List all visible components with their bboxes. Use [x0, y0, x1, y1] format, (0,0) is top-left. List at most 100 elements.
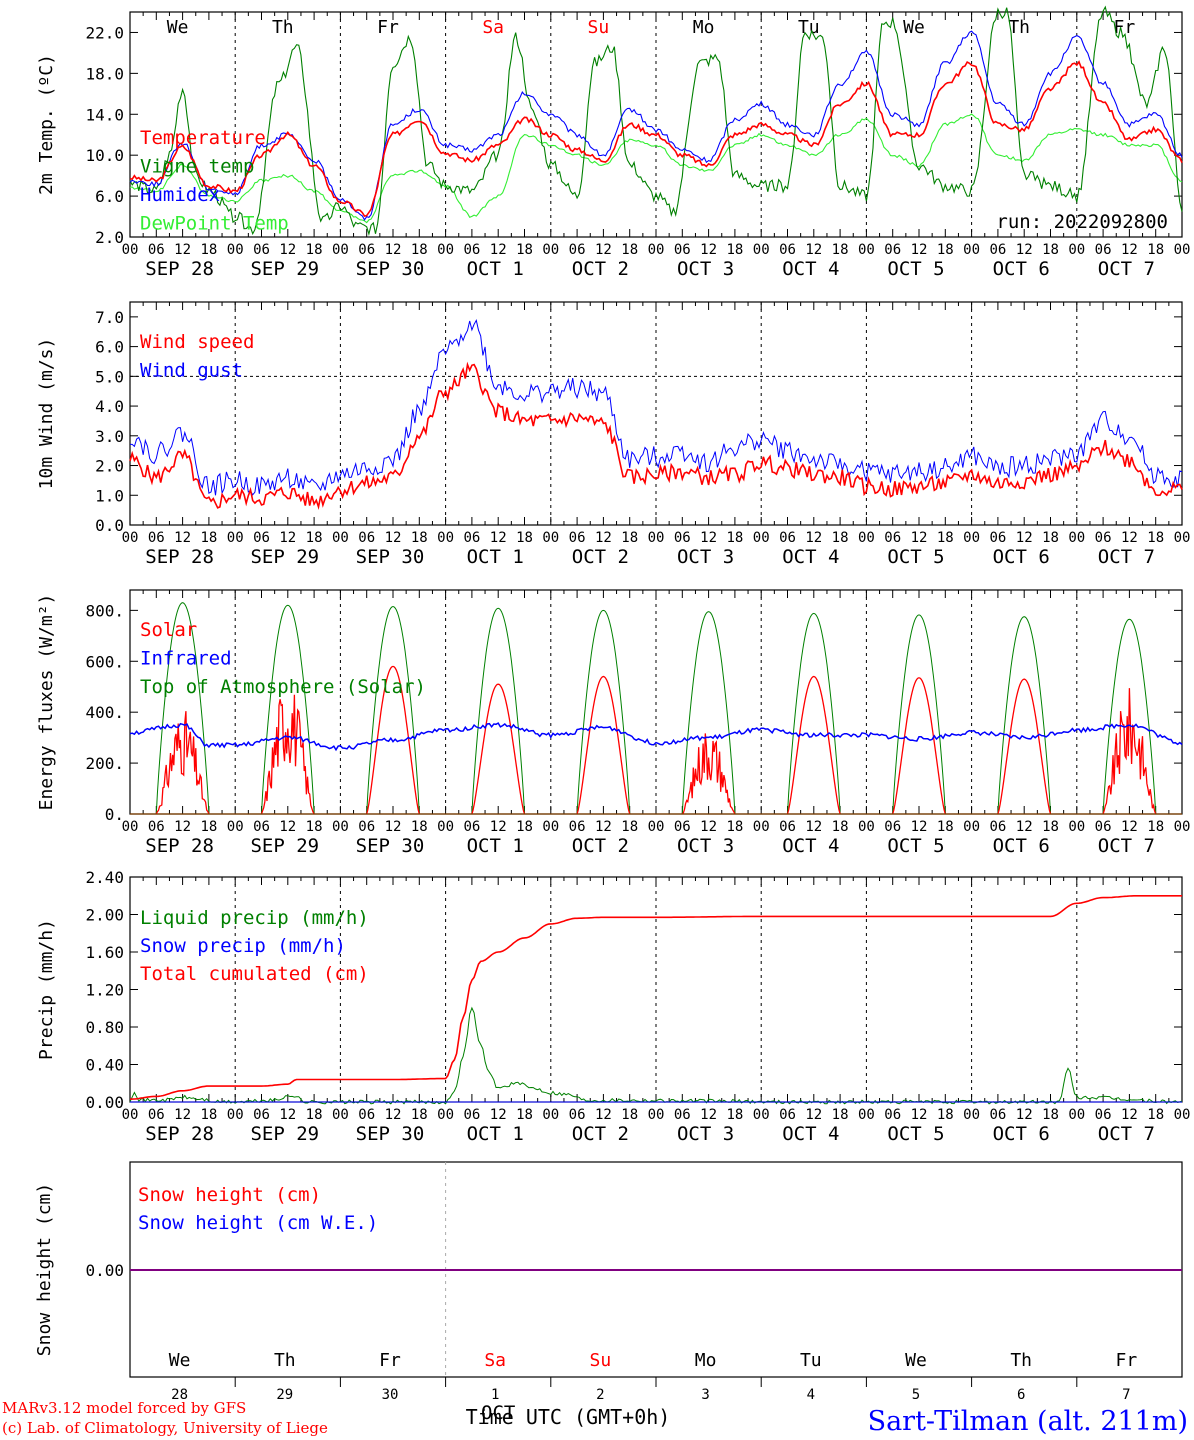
- hour-tick-label: 18: [1147, 242, 1164, 258]
- hour-tick-label: 12: [911, 530, 928, 546]
- hour-tick-label: 06: [569, 530, 586, 546]
- hour-tick-label: 06: [358, 530, 375, 546]
- hour-tick-label: 06: [358, 242, 375, 258]
- hour-tick-label: 12: [385, 819, 402, 835]
- hour-tick-label: 00: [542, 819, 559, 835]
- hour-tick-label: 00: [332, 1107, 349, 1123]
- panel-2: 00 06 12 18 00 06 12 18 00 06 12 18 00 06 12 18 00 06 12 18…: [36, 301, 1190, 568]
- hour-tick-label: 06: [884, 819, 901, 835]
- y-tick-label: 6.0: [95, 338, 124, 357]
- hour-tick-label: 00: [858, 530, 875, 546]
- hour-tick-label: 18: [937, 242, 954, 258]
- series-line: [129, 60, 1183, 218]
- day-number-label: 4: [807, 1387, 815, 1403]
- hour-tick-label: 18: [411, 530, 428, 546]
- date-label: OCT 3: [677, 546, 734, 568]
- hour-tick-label: 12: [1121, 242, 1138, 258]
- hour-tick-label: 18: [937, 1107, 954, 1123]
- hour-tick-label: 12: [911, 242, 928, 258]
- hour-tick-label: 12: [805, 1107, 822, 1123]
- hour-tick-label: 18: [937, 530, 954, 546]
- weekday-label: Fr: [377, 17, 399, 38]
- toa-day-curve: [787, 612, 841, 815]
- hour-tick-label: 18: [726, 530, 743, 546]
- hour-tick-label: 18: [516, 1107, 533, 1123]
- hour-tick-label: 18: [200, 819, 217, 835]
- hour-tick-label: 18: [726, 1107, 743, 1123]
- y-tick-label: 2.00: [85, 906, 124, 925]
- weekday-label: We: [169, 1350, 191, 1371]
- weekday-label: Th: [1010, 1350, 1032, 1371]
- series-total-cumulated: [129, 895, 1182, 1100]
- hour-tick-label: 06: [253, 819, 270, 835]
- hour-tick-label: 12: [595, 1107, 612, 1123]
- hour-tick-label: 00: [437, 530, 454, 546]
- date-label: OCT 5: [887, 546, 944, 568]
- hour-tick-label: 18: [306, 530, 323, 546]
- y-axis-label: 10m Wind (m/s): [36, 338, 57, 490]
- hour-tick-label: 06: [779, 1107, 796, 1123]
- hour-tick-label: 00: [437, 242, 454, 258]
- y-tick-label: 0.80: [85, 1018, 124, 1037]
- y-tick-label: 600.: [85, 652, 124, 671]
- y-axis-label: 2m Temp. (ºC): [36, 54, 57, 195]
- date-label: OCT 6: [993, 1123, 1050, 1145]
- legend-entry: Wind gust: [140, 360, 243, 382]
- day-number-label: 30: [382, 1387, 399, 1403]
- day-number-label: 2: [596, 1387, 604, 1403]
- hour-tick-label: 18: [1042, 1107, 1059, 1123]
- hour-tick-label: 00: [1174, 1107, 1191, 1123]
- credit-line-2: (c) Lab. of Climatology, University of L…: [2, 1419, 328, 1437]
- y-tick-label: 5.0: [95, 367, 124, 386]
- hour-tick-label: 18: [516, 242, 533, 258]
- toa-day-curve: [892, 614, 946, 815]
- hour-tick-label: 06: [989, 242, 1006, 258]
- weekday-label: We: [905, 1350, 927, 1371]
- panel-5: 0.00 Snow height (cm) Snow height (cm) Snow…: [34, 1161, 1183, 1424]
- hour-tick-label: 18: [726, 819, 743, 835]
- hour-tick-label: 00: [963, 242, 980, 258]
- hour-tick-label: 00: [542, 530, 559, 546]
- hour-tick-label: 12: [595, 530, 612, 546]
- weekday-label: Tu: [798, 17, 820, 38]
- legend-entry: DewPoint Temp: [140, 213, 289, 235]
- hour-tick-label: 12: [490, 530, 507, 546]
- hour-tick-label: 00: [648, 530, 665, 546]
- date-label: OCT 4: [782, 258, 839, 280]
- hour-tick-label: 12: [1016, 530, 1033, 546]
- series-vigne-temp: [129, 5, 1183, 237]
- date-label: SEP 28: [145, 546, 214, 568]
- hour-tick-label: 00: [332, 530, 349, 546]
- y-tick-label: 10.0: [85, 146, 124, 165]
- date-label: OCT 1: [467, 835, 524, 857]
- hour-tick-label: 06: [253, 530, 270, 546]
- solar-day-curve: [681, 733, 736, 815]
- hour-tick-label: 06: [253, 1107, 270, 1123]
- hour-tick-label: 00: [648, 819, 665, 835]
- legend-entry: Wind speed: [140, 331, 254, 353]
- hour-tick-label: 00: [227, 1107, 244, 1123]
- hour-tick-label: 18: [200, 530, 217, 546]
- weekday-label: Th: [274, 1350, 296, 1371]
- weekday-label: Fr: [379, 1350, 401, 1371]
- hour-tick-label: 06: [253, 242, 270, 258]
- toa-day-curve: [681, 611, 736, 815]
- hour-tick-label: 00: [227, 530, 244, 546]
- hour-tick-label: 18: [621, 242, 638, 258]
- date-label: OCT 2: [572, 835, 629, 857]
- date-label: OCT 1: [467, 1123, 524, 1145]
- hour-tick-label: 12: [1121, 530, 1138, 546]
- legend-entry: Top of Atmosphere (Solar): [140, 676, 426, 698]
- hour-tick-label: 06: [463, 530, 480, 546]
- hour-tick-label: 18: [306, 819, 323, 835]
- toa-day-curve: [576, 609, 631, 815]
- legend-entry: Snow height (cm W.E.): [138, 1212, 378, 1234]
- date-label: OCT 3: [677, 835, 734, 857]
- hour-tick-label: 06: [674, 530, 691, 546]
- hour-tick-label: 12: [1016, 819, 1033, 835]
- hour-tick-label: 12: [911, 1107, 928, 1123]
- hour-tick-label: 12: [1121, 1107, 1138, 1123]
- hour-tick-label: 18: [306, 242, 323, 258]
- solar-day-curve: [260, 694, 315, 815]
- hour-tick-label: 06: [358, 819, 375, 835]
